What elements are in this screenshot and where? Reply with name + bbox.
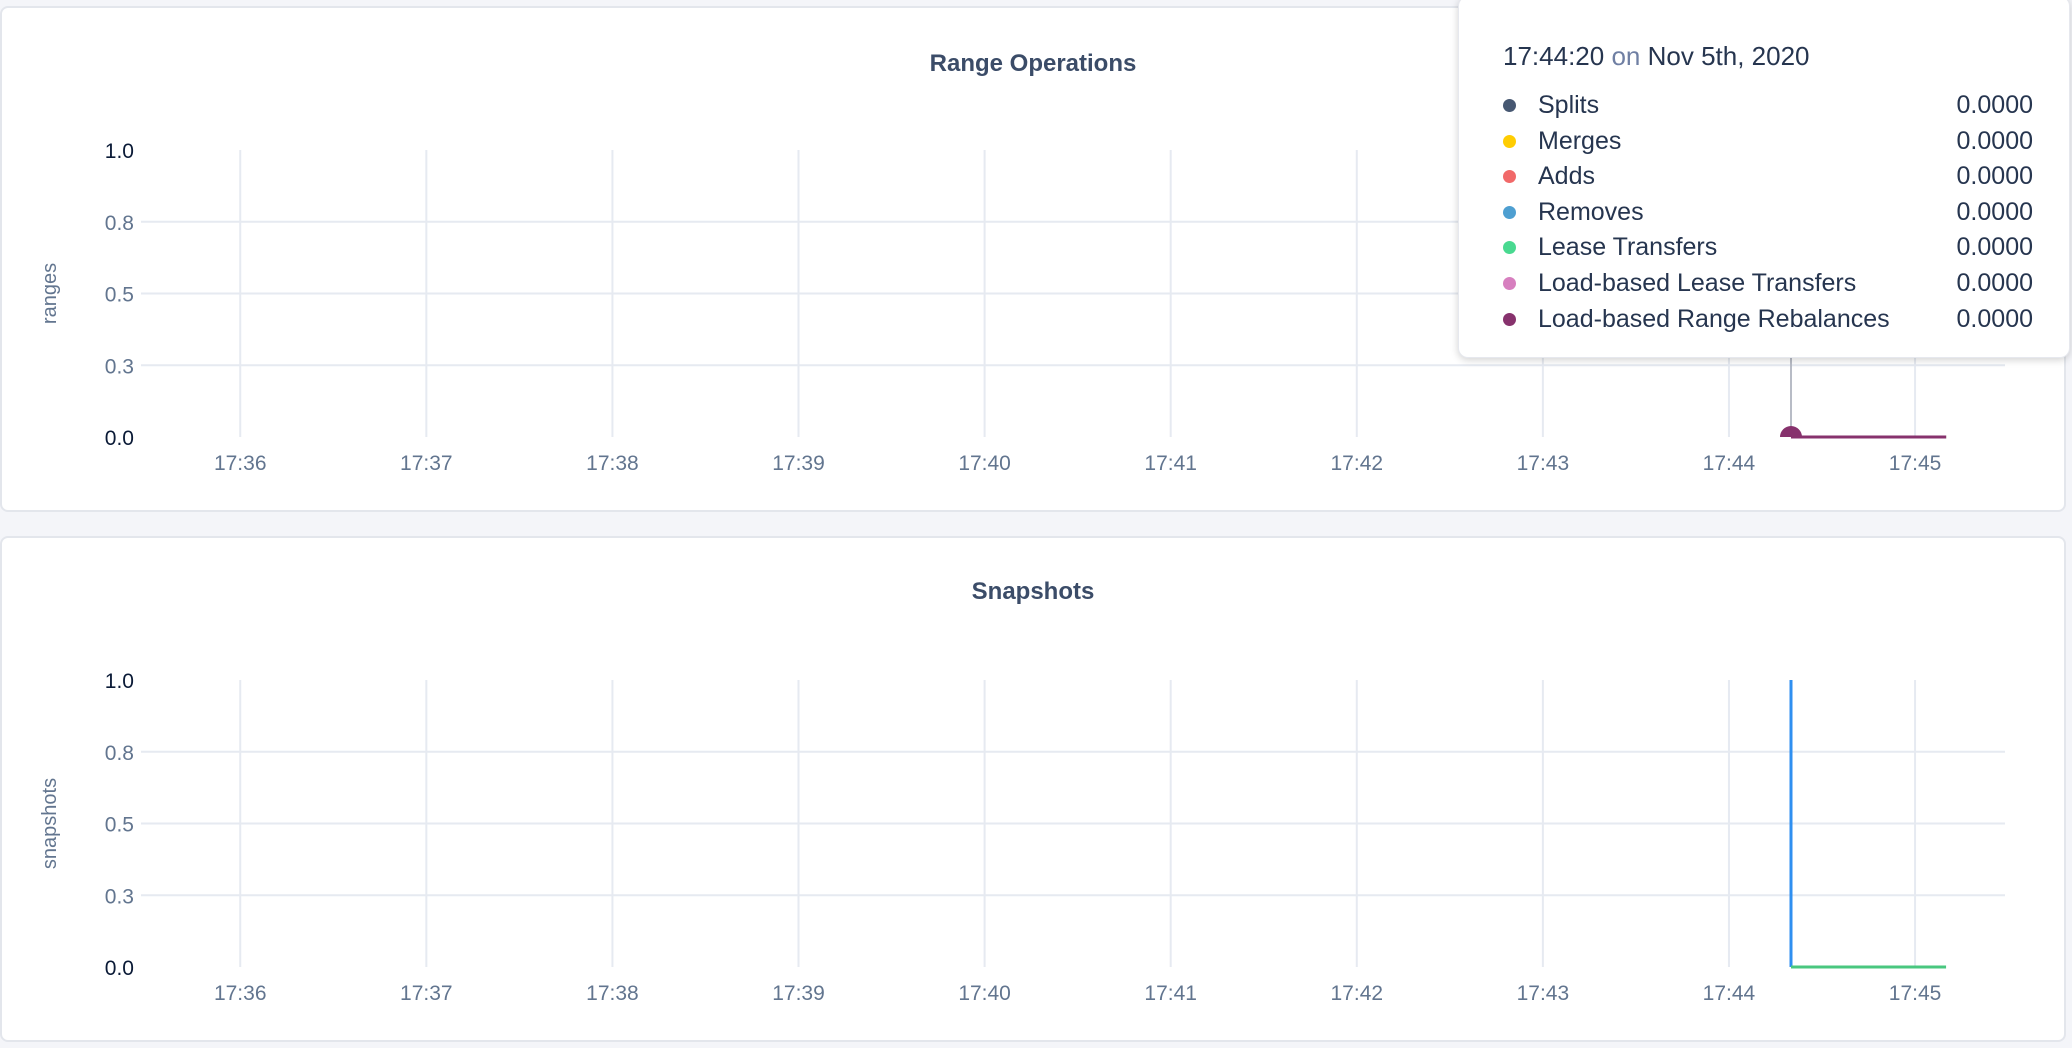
series-color-dot-icon — [1503, 312, 1516, 326]
tooltip-row: Adds 0.0000 — [1503, 159, 2033, 193]
tooltip-series-value: 0.0000 — [1956, 304, 2033, 333]
x-tick-label: 17:45 — [1889, 982, 1942, 1005]
x-tick-label: 17:36 — [214, 452, 267, 475]
y-tick-label: 0.5 — [105, 814, 134, 837]
x-tick-label: 17:38 — [586, 982, 639, 1005]
x-tick-label: 17:40 — [958, 982, 1011, 1005]
y-axis-label: ranges — [39, 263, 61, 324]
x-tick-label: 17:42 — [1331, 982, 1384, 1005]
snapshots-chart[interactable]: 0.0 0.3 0.5 0.8 1.0 17:36 17:37 17:38 17:39 17:40… — [2, 538, 2068, 1044]
x-tick-label: 17:45 — [1889, 452, 1942, 475]
tooltip-series-value: 0.0000 — [1956, 269, 2033, 297]
tooltip-on: on — [1611, 41, 1641, 71]
tooltip-row: Load-based Range Rebalances 0.0000 — [1503, 302, 2033, 336]
tooltip-series-value: 0.0000 — [1956, 91, 2033, 119]
x-tick-label: 17:39 — [772, 452, 825, 475]
tooltip-series-value: 0.0000 — [1956, 162, 2033, 191]
tooltip-series-label: Merges — [1538, 126, 1622, 155]
x-tick-label: 17:43 — [1517, 982, 1570, 1005]
tooltip-series-label: Adds — [1538, 162, 1595, 191]
x-tick-label: 17:36 — [214, 982, 267, 1005]
x-tick-label: 17:37 — [400, 982, 453, 1005]
y-tick-label: 0.5 — [105, 284, 134, 307]
y-tick-label: 0.3 — [105, 885, 134, 908]
range-operations-panel: Range Operations 0.0 0.3 0.5 0.8 1.0 17:36 17:… — [0, 0, 2070, 512]
hover-tooltip: 17:44:20 on Nov 5th, 2020 Splits 0.0000 Me… — [1458, 0, 2070, 358]
chart-title: Snapshots — [971, 578, 1095, 605]
tooltip-time: 17:44:20 — [1503, 41, 1605, 71]
tooltip-row: Lease Transfers 0.0000 — [1503, 230, 2033, 264]
y-axis-label: snapshots — [39, 778, 61, 869]
tooltip-series-label: Removes — [1538, 197, 1644, 226]
tooltip-date: Nov 5th, 2020 — [1647, 41, 1810, 71]
tooltip-row: Load-based Lease Transfers 0.0000 — [1503, 266, 2033, 300]
snapshots-panel: Snapshots 0.0 0.3 0.5 0.8 1.0 17:36 17:37 17:38… — [0, 536, 2066, 1042]
x-tick-label: 17:41 — [1144, 452, 1197, 475]
series-color-dot-icon — [1503, 134, 1516, 148]
tooltip-series-value: 0.0000 — [1956, 126, 2033, 155]
x-tick-label: 17:43 — [1517, 452, 1570, 475]
y-tick-label: 0.8 — [105, 742, 134, 765]
y-tick-label: 0.0 — [105, 957, 134, 980]
tooltip-row: Removes 0.0000 — [1503, 195, 2033, 229]
x-tick-label: 17:41 — [1144, 982, 1197, 1005]
x-tick-label: 17:37 — [400, 452, 453, 475]
tooltip-series-label: Load-based Lease Transfers — [1538, 269, 1857, 297]
y-tick-label: 1.0 — [105, 670, 134, 693]
series-color-dot-icon — [1503, 99, 1516, 112]
x-tick-label: 17:42 — [1331, 452, 1384, 475]
tooltip-row: Merges 0.0000 — [1503, 124, 2033, 158]
series-color-dot-icon — [1503, 277, 1516, 290]
series-color-dot-icon — [1503, 241, 1516, 255]
y-tick-label: 1.0 — [105, 140, 134, 163]
tooltip-series-label: Load-based Range Rebalances — [1538, 304, 1890, 333]
y-tick-label: 0.8 — [105, 212, 134, 235]
y-tick-label: 0.0 — [105, 427, 134, 450]
tooltip-series-value: 0.0000 — [1956, 197, 2033, 226]
y-tick-label: 0.3 — [105, 355, 134, 378]
x-tick-label: 17:38 — [586, 452, 639, 475]
tooltip-series-value: 0.0000 — [1956, 233, 2033, 262]
x-tick-label: 17:44 — [1703, 982, 1756, 1005]
tooltip-series-label: Splits — [1538, 91, 1600, 119]
chart-title: Range Operations — [929, 50, 1137, 77]
series-color-dot-icon — [1503, 205, 1516, 219]
tooltip-series-label: Lease Transfers — [1538, 233, 1718, 262]
x-tick-label: 17:39 — [772, 982, 825, 1005]
tooltip-header: 17:44:20 on Nov 5th, 2020 — [1503, 41, 1810, 72]
x-tick-label: 17:44 — [1703, 452, 1756, 475]
tooltip-row: Splits 0.0000 — [1503, 88, 2033, 122]
hover-point-marker — [1779, 426, 1802, 437]
x-tick-label: 17:40 — [958, 452, 1011, 475]
series-color-dot-icon — [1503, 170, 1516, 184]
